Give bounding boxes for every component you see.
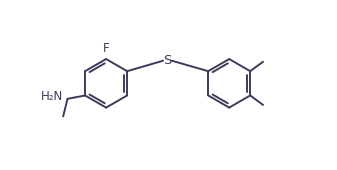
Text: S: S [163, 54, 172, 67]
Text: F: F [103, 42, 110, 55]
Text: H₂N: H₂N [41, 90, 63, 103]
